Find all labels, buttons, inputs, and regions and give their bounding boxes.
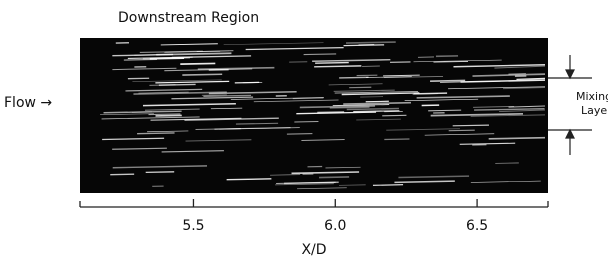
streak (319, 177, 349, 178)
x-tick-label: 6.5 (466, 218, 488, 234)
streak (150, 58, 184, 59)
x-axis-title: X/D (301, 242, 326, 258)
streak (159, 84, 196, 85)
streak (227, 179, 272, 180)
streak (449, 130, 475, 131)
streak (214, 129, 240, 130)
mixing-layer-label: Layer (581, 104, 608, 117)
streak (346, 42, 396, 43)
x-tick-label: 5.5 (182, 218, 204, 234)
streak (339, 77, 368, 78)
streak (293, 98, 324, 99)
streak (430, 80, 465, 81)
streak (344, 45, 385, 46)
streak (180, 63, 215, 64)
figure: Downstream Region Flow → Mixing Layer X/… (0, 0, 608, 262)
streak (314, 66, 361, 67)
streak (287, 134, 313, 135)
streak (315, 63, 349, 64)
streak (137, 133, 174, 134)
mixing-layer-label: Mixing (576, 90, 608, 103)
streak (339, 185, 366, 186)
x-tick-label: 6.0 (324, 218, 346, 234)
streak (146, 172, 174, 173)
flow-label: Flow → (4, 95, 52, 111)
streak (373, 185, 403, 186)
streak (453, 125, 489, 126)
streak (304, 54, 337, 55)
streak (155, 115, 181, 116)
streak (148, 114, 180, 115)
streak (347, 108, 399, 109)
streak (182, 74, 222, 75)
streak (428, 110, 461, 111)
streak (384, 139, 409, 140)
figure-title: Downstream Region (118, 10, 259, 26)
